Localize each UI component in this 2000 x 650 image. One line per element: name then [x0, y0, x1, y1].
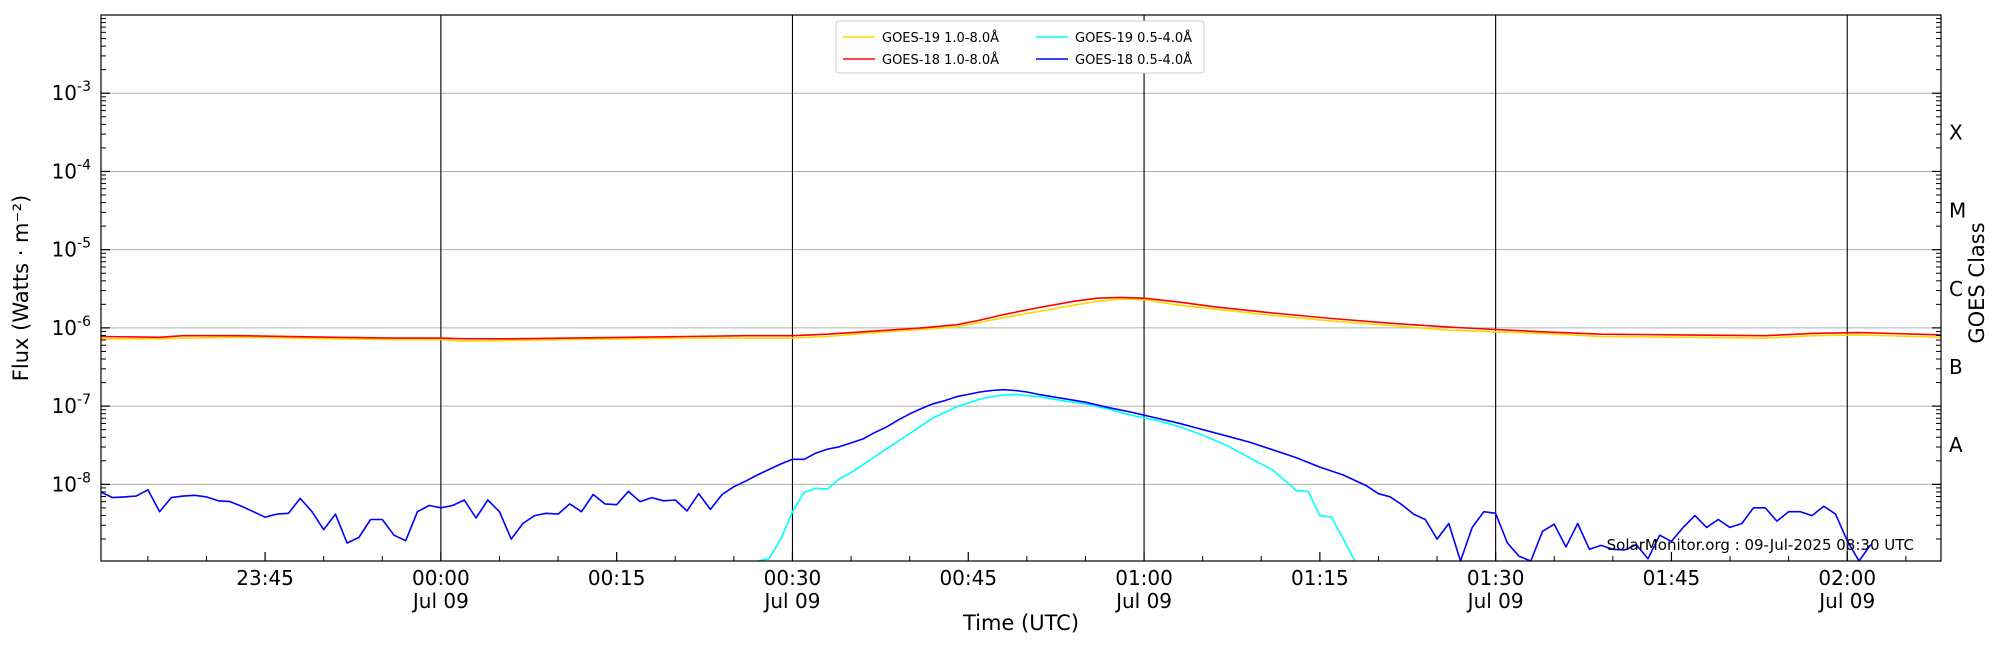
goes-class-axis-label: GOES Class	[1965, 222, 1989, 343]
y-tick-label: 10-7	[52, 392, 91, 418]
x-tick-date-label: Jul 09	[1114, 589, 1172, 613]
x-tick-label: 00:00	[412, 566, 470, 590]
y-axis-label: Flux (Watts · m⁻²)	[9, 195, 33, 381]
x-axis-label: Time (UTC)	[962, 611, 1079, 635]
credit-text: SolarMonitor.org : 09-Jul-2025 08:30 UTC	[1607, 536, 1914, 554]
x-tick-label: 00:45	[939, 566, 997, 590]
y-tick-label: 10-5	[52, 236, 91, 262]
x-tick-label: 01:00	[1115, 566, 1173, 590]
grid-layer	[101, 15, 1941, 561]
series-line	[101, 298, 1942, 343]
goes-class-label: X	[1949, 120, 1963, 144]
x-tick-label: 02:00	[1818, 566, 1876, 590]
x-tick-date-label: Jul 09	[411, 589, 469, 613]
x-tick-date-label: Jul 09	[1466, 589, 1524, 613]
legend-box	[835, 20, 1205, 74]
x-tick-label: 01:15	[1291, 566, 1349, 590]
legend: GOES-19 1.0-8.0Å GOES-19 0.5-4.0Å GOES-18 …	[835, 20, 1205, 74]
goes-class-label: M	[1949, 199, 1966, 223]
x-tick-label: 00:15	[588, 566, 646, 590]
x-tick-date-label: Jul 09	[1817, 589, 1875, 613]
goes-class-label: A	[1949, 433, 1963, 457]
legend-label: GOES-18 0.5-4.0Å	[1075, 52, 1192, 68]
series-line	[757, 393, 1356, 562]
x-tick-date-label: Jul 09	[762, 589, 820, 613]
legend-label: GOES-19 0.5-4.0Å	[1075, 30, 1192, 46]
x-tick-label: 23:45	[236, 566, 294, 590]
y-tick-label: 10-8	[52, 470, 91, 496]
x-tick-label: 00:30	[764, 566, 822, 590]
legend-label: GOES-18 1.0-8.0Å	[882, 52, 999, 68]
legend-label: GOES-19 1.0-8.0Å	[882, 30, 999, 46]
y-tick-label: 10-3	[52, 79, 91, 105]
y-tick-label: 10-4	[52, 157, 92, 183]
series-line	[100, 296, 1942, 340]
plot-frame	[100, 14, 1942, 562]
y-tick-label: 10-6	[52, 314, 92, 340]
x-tick-label: 01:30	[1467, 566, 1525, 590]
series-line	[100, 388, 1872, 562]
goes-class-label: B	[1949, 355, 1963, 379]
x-tick-label: 01:45	[1643, 566, 1701, 590]
goes-class-label: C	[1949, 277, 1963, 301]
series-layer	[100, 296, 1942, 562]
